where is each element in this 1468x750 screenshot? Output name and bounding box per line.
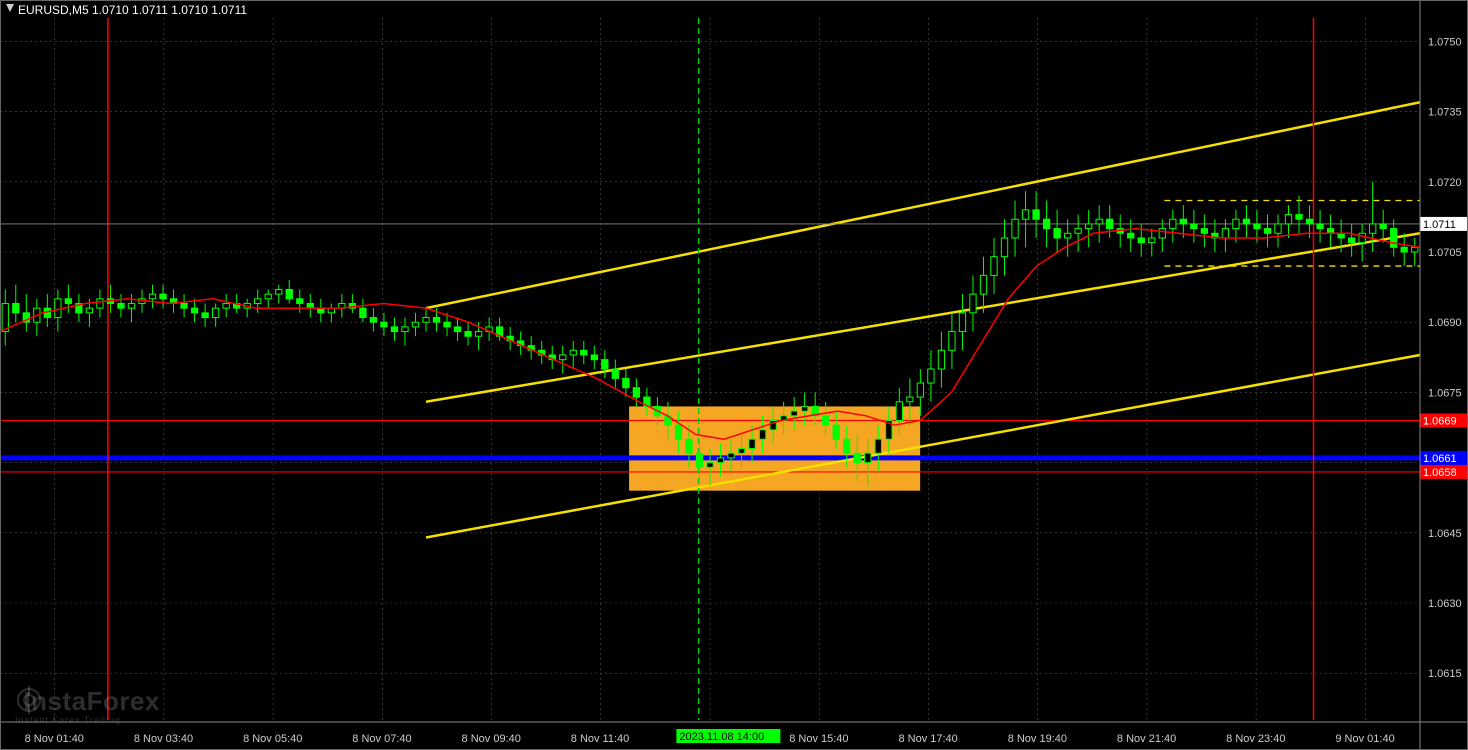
y-axis-label: 1.0630 (1428, 598, 1462, 610)
x-axis-label: 8 Nov 21:40 (1117, 733, 1176, 745)
x-axis-label: 8 Nov 17:40 (898, 733, 957, 745)
y-axis-label: 1.0645 (1428, 528, 1462, 540)
x-axis-label: 8 Nov 01:40 (25, 733, 84, 745)
x-axis-label: 9 Nov 01:40 (1335, 733, 1394, 745)
x-axis-label: 8 Nov 19:40 (1008, 733, 1067, 745)
x-axis-label: 8 Nov 07:40 (352, 733, 411, 745)
svg-text:1.0661: 1.0661 (1423, 453, 1457, 465)
x-axis-label: 8 Nov 23:40 (1226, 733, 1285, 745)
x-axis-label: 8 Nov 09:40 (462, 733, 521, 745)
chart-header: EURUSD,M5 1.0710 1.0711 1.0710 1.0711 (18, 3, 247, 17)
y-axis-label: 1.0615 (1428, 668, 1462, 680)
svg-text:1.0669: 1.0669 (1423, 415, 1457, 427)
y-axis-label: 1.0750 (1428, 36, 1462, 48)
x-axis-label: 8 Nov 15:40 (789, 733, 848, 745)
y-axis-label: 1.0705 (1428, 247, 1462, 259)
svg-text:1.0711: 1.0711 (1423, 219, 1456, 231)
svg-text:1.0658: 1.0658 (1423, 467, 1457, 479)
chart-container: 1.06151.06301.06451.06601.06751.06901.07… (0, 0, 1468, 750)
x-axis-label: 8 Nov 05:40 (243, 733, 302, 745)
x-axis-label: 8 Nov 11:40 (571, 733, 630, 745)
y-axis-label: 1.0735 (1428, 107, 1462, 119)
x-axis-highlight: 2023.11.08 14:00 (679, 731, 764, 743)
x-axis-label: 8 Nov 03:40 (134, 733, 193, 745)
y-axis-label: 1.0690 (1428, 317, 1462, 329)
price-chart[interactable]: 1.06151.06301.06451.06601.06751.06901.07… (0, 0, 1468, 750)
y-axis-label: 1.0675 (1428, 387, 1462, 399)
y-axis-label: 1.0720 (1428, 177, 1462, 189)
